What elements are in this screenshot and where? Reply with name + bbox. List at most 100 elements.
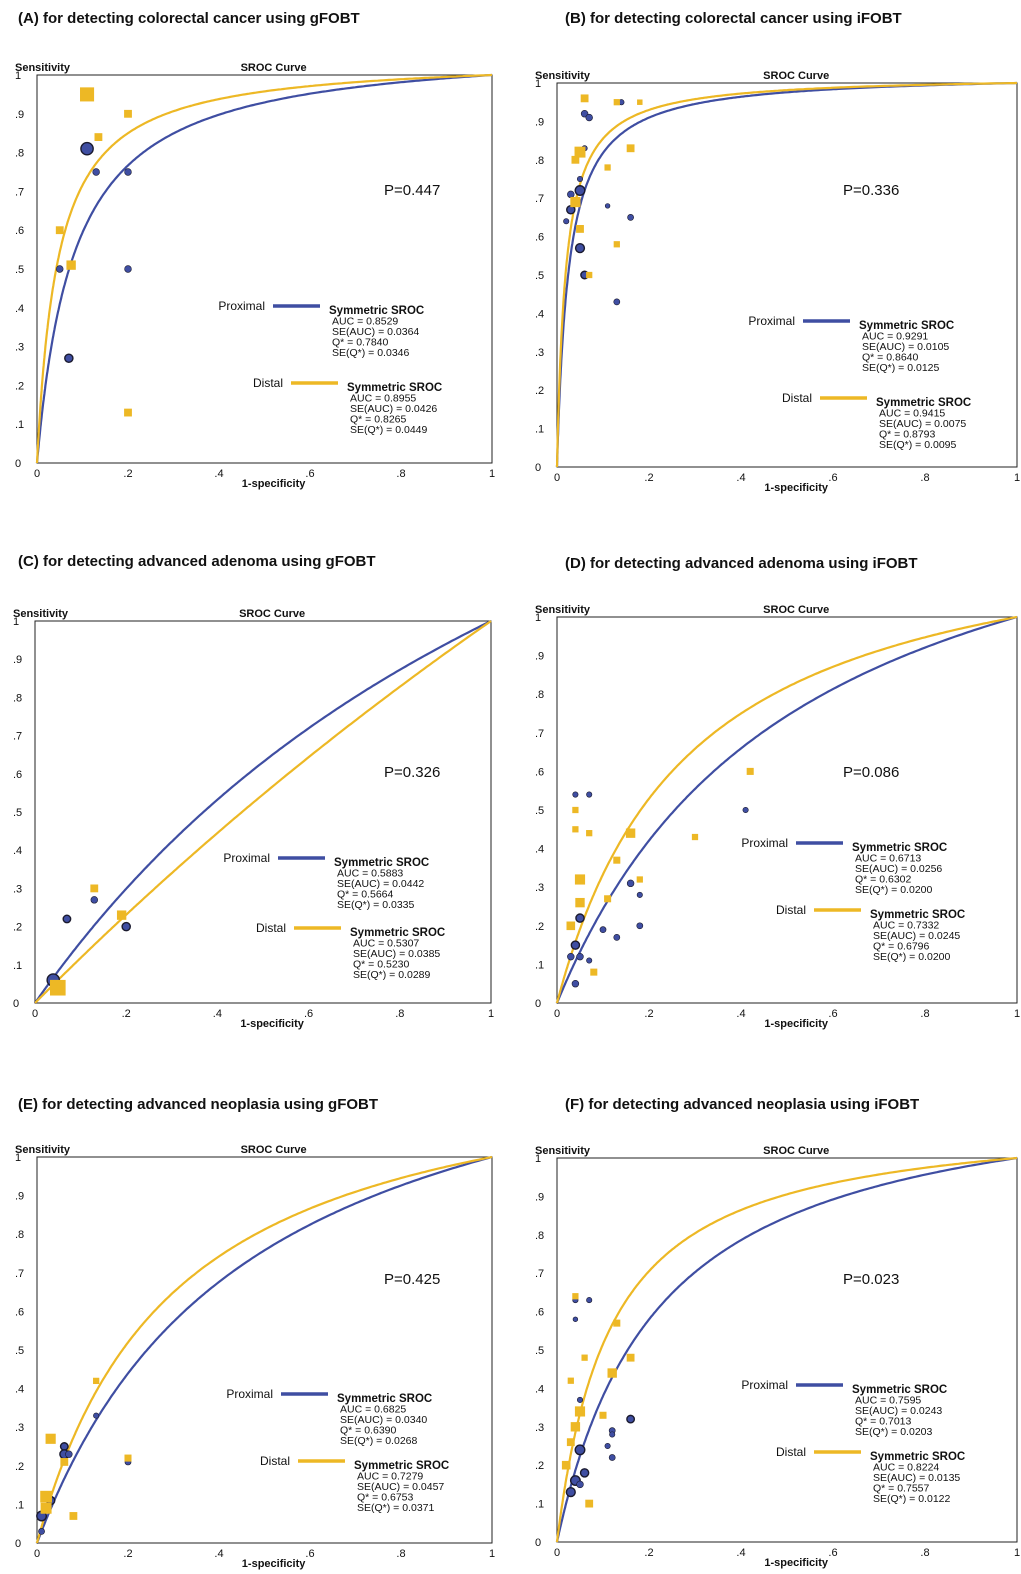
study-point-proximal	[574, 185, 586, 196]
study-point-proximal	[65, 1450, 73, 1458]
sroc-curve-distal	[35, 73, 493, 463]
plot-frame	[556, 1157, 1018, 1543]
study-point-distal	[599, 1411, 607, 1419]
sroc-curve-distal	[555, 615, 1018, 1004]
p-value-label: P=0.326	[384, 764, 440, 781]
y-tick-label: .7	[13, 731, 22, 743]
stats-line-distal: SE(AUC) = 0.0245	[873, 930, 960, 942]
panel-title-c: (C) for detecting advanced adenoma using…	[18, 553, 376, 570]
x-tick-label: 0	[554, 1008, 560, 1020]
study-point-distal	[94, 133, 103, 141]
stats-line-proximal: Q* = 0.5664	[337, 889, 393, 901]
stats-line-proximal: SE(Q*) = 0.0203	[855, 1426, 932, 1438]
legend-label-distal: Distal	[253, 376, 283, 390]
y-tick-label: .6	[15, 225, 24, 237]
stats-line-proximal: Q* = 0.8640	[862, 352, 918, 364]
stats-line-distal: AUC = 0.9415	[879, 408, 945, 420]
study-point-proximal	[567, 190, 575, 199]
sroc-curve-proximal	[555, 81, 1018, 467]
legend-label-distal: Distal	[776, 1445, 806, 1459]
stats-line-distal: AUC = 0.5307	[353, 938, 419, 950]
stats-line-distal: Q* = 0.7557	[873, 1483, 929, 1495]
x-tick-label: .6	[828, 472, 837, 484]
y-tick-label: .1	[535, 959, 544, 971]
y-tick-label: .6	[13, 769, 22, 781]
study-point-proximal	[64, 353, 74, 364]
study-point-distal	[40, 1502, 52, 1514]
stats-line-proximal: SE(AUC) = 0.0364	[332, 326, 419, 338]
stats-line-distal: Symmetric SROC	[347, 382, 442, 394]
x-tick-label: .8	[920, 1547, 929, 1559]
y-tick-label: 1	[13, 616, 19, 628]
stats-line-distal: Q* = 0.5230	[353, 959, 409, 971]
stats-line-distal: SE(Q*) = 0.0289	[353, 969, 430, 981]
x-axis-label: 1-specificity	[764, 1557, 828, 1569]
sroc-curve-proximal	[35, 73, 493, 464]
stats-line-proximal: Symmetric SROC	[329, 305, 424, 317]
y-axis-label: Sensitivity	[535, 1145, 591, 1157]
study-point-distal	[571, 155, 580, 164]
legend-label-proximal: Proximal	[223, 851, 270, 865]
study-point-proximal	[626, 1414, 636, 1424]
stats-line-distal: SE(AUC) = 0.0426	[350, 403, 437, 415]
stats-line-proximal: AUC = 0.8529	[332, 316, 398, 328]
y-tick-label: .2	[15, 1461, 24, 1473]
stats-line-distal: SE(Q*) = 0.0371	[357, 1502, 434, 1514]
p-value-label: P=0.336	[843, 182, 899, 199]
stats-line-distal: AUC = 0.8224	[873, 1462, 939, 1474]
study-point-distal	[80, 87, 95, 102]
study-point-distal	[580, 94, 589, 103]
y-tick-label: .4	[535, 844, 544, 856]
study-point-distal	[590, 968, 598, 976]
study-point-proximal	[571, 980, 580, 988]
y-tick-label: .7	[15, 1268, 24, 1280]
stats-line-proximal: SE(AUC) = 0.0243	[855, 1405, 942, 1417]
study-point-distal	[60, 1458, 69, 1466]
study-point-distal	[124, 1454, 132, 1462]
y-tick-label: .1	[535, 424, 544, 436]
legend-label-distal: Distal	[776, 903, 806, 917]
stats-line-proximal: Q* = 0.7840	[332, 337, 388, 349]
study-point-proximal	[636, 891, 643, 898]
panel-title-a: (A) for detecting colorectal cancer usin…	[18, 10, 360, 27]
y-tick-label: 0	[535, 462, 541, 474]
y-tick-label: .7	[15, 186, 24, 198]
y-tick-label: .5	[15, 264, 24, 276]
study-point-proximal	[574, 242, 586, 254]
study-point-distal	[66, 260, 76, 270]
stats-line-proximal: Q* = 0.6302	[855, 874, 911, 886]
y-axis-label: Sensitivity	[535, 70, 591, 82]
study-point-proximal	[38, 1528, 45, 1535]
y-tick-label: .6	[535, 232, 544, 244]
sroc-curve-proximal	[35, 1155, 493, 1544]
y-axis-label: Sensitivity	[535, 604, 591, 616]
y-tick-label: .2	[15, 380, 24, 392]
study-point-distal	[746, 767, 754, 775]
y-tick-label: 0	[15, 1538, 21, 1550]
study-point-proximal	[576, 952, 584, 961]
p-value-label: P=0.023	[843, 1271, 899, 1288]
stats-line-distal: SE(AUC) = 0.0385	[353, 948, 440, 960]
y-tick-label: 1	[535, 78, 541, 90]
study-point-distal	[625, 828, 636, 838]
stats-line-proximal: Symmetric SROC	[859, 320, 954, 332]
chart-title: SROC Curve	[763, 1145, 829, 1157]
x-tick-label: .2	[644, 1547, 653, 1559]
x-tick-label: 0	[554, 1547, 560, 1559]
stats-line-proximal: SE(AUC) = 0.0340	[340, 1414, 427, 1426]
study-point-proximal	[604, 1442, 611, 1450]
study-point-proximal	[56, 265, 64, 273]
y-tick-label: .3	[535, 347, 544, 359]
study-point-proximal	[563, 218, 570, 225]
study-point-proximal	[626, 879, 635, 888]
study-point-distal	[585, 1499, 594, 1508]
x-tick-label: 0	[34, 468, 40, 480]
x-axis-label: 1-specificity	[242, 1558, 306, 1570]
stats-line-distal: AUC = 0.7279	[357, 1471, 423, 1483]
y-tick-label: .1	[15, 419, 24, 431]
stats-line-proximal: AUC = 0.6713	[855, 853, 921, 865]
stats-line-proximal: AUC = 0.9291	[862, 331, 928, 343]
study-point-distal	[572, 1293, 579, 1300]
sroc-chart-e: Sensitivity SROC Curve 1-specificity 0 .1 .2.…	[15, 1144, 495, 1570]
sroc-curve-distal	[555, 81, 1018, 467]
